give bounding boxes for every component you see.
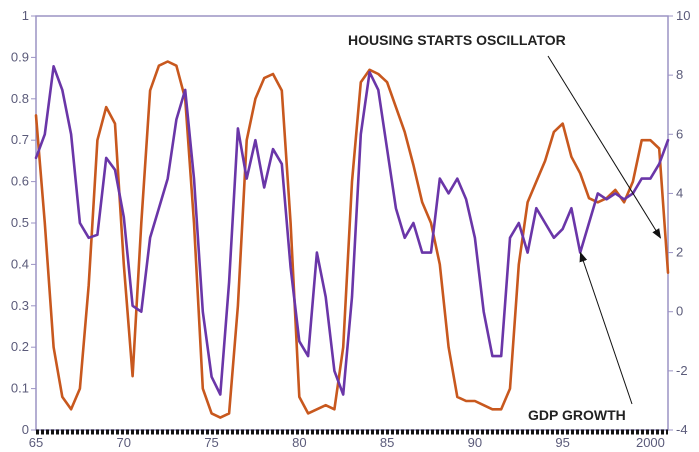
x-tick-label: 90 [468, 435, 482, 450]
x-tick-label: 65 [29, 435, 43, 450]
annotations: HOUSING STARTS OSCILLATOR GDP GROWTH [348, 32, 662, 423]
left-tick-label: 0.3 [11, 298, 29, 313]
series-layer [34, 60, 670, 419]
housing-starts-annotation: HOUSING STARTS OSCILLATOR [348, 32, 566, 48]
x-tick-label: 95 [555, 435, 569, 450]
housing-starts-arrow [547, 55, 662, 239]
right-tick-label: -2 [676, 363, 688, 378]
housing_starts_oscillator-line [34, 60, 670, 419]
x-tick-label: 70 [117, 435, 131, 450]
left-tick-label: 0 [22, 422, 29, 437]
gdp-growth-arrow [579, 251, 633, 405]
left-tick-label: 0.2 [11, 339, 29, 354]
x-tick-label: 85 [380, 435, 394, 450]
x-tick-label: 80 [292, 435, 306, 450]
left-tick-label: 0.5 [11, 215, 29, 230]
left-tick-label: 0.1 [11, 381, 29, 396]
gdp-growth-annotation: GDP GROWTH [528, 407, 626, 423]
right-tick-label: 0 [676, 304, 683, 319]
right-tick-label: 6 [676, 126, 683, 141]
left-tick-label: 0.9 [11, 49, 29, 64]
right-tick-label: 2 [676, 245, 683, 260]
left-axis: 0 0.1 0.2 0.3 0.4 0.5 0.6 0.7 0.8 0.9 1 [11, 8, 36, 437]
right-tick-label: 4 [676, 185, 683, 200]
left-tick-label: 0.8 [11, 91, 29, 106]
x-tick-label: 2000 [636, 435, 665, 450]
right-tick-label: -4 [676, 422, 688, 437]
left-tick-label: 1 [22, 8, 29, 23]
right-tick-label: 10 [676, 8, 690, 23]
right-axis: -4 -2 0 2 4 6 8 10 [668, 8, 690, 437]
x-tick-label: 75 [204, 435, 218, 450]
gdp_growth-line [34, 65, 670, 396]
left-tick-label: 0.7 [11, 132, 29, 147]
left-tick-label: 0.4 [11, 256, 29, 271]
x-axis: 65 70 75 80 85 90 95 2000 [29, 429, 668, 450]
left-tick-label: 0.6 [11, 174, 29, 189]
right-tick-label: 8 [676, 67, 683, 82]
